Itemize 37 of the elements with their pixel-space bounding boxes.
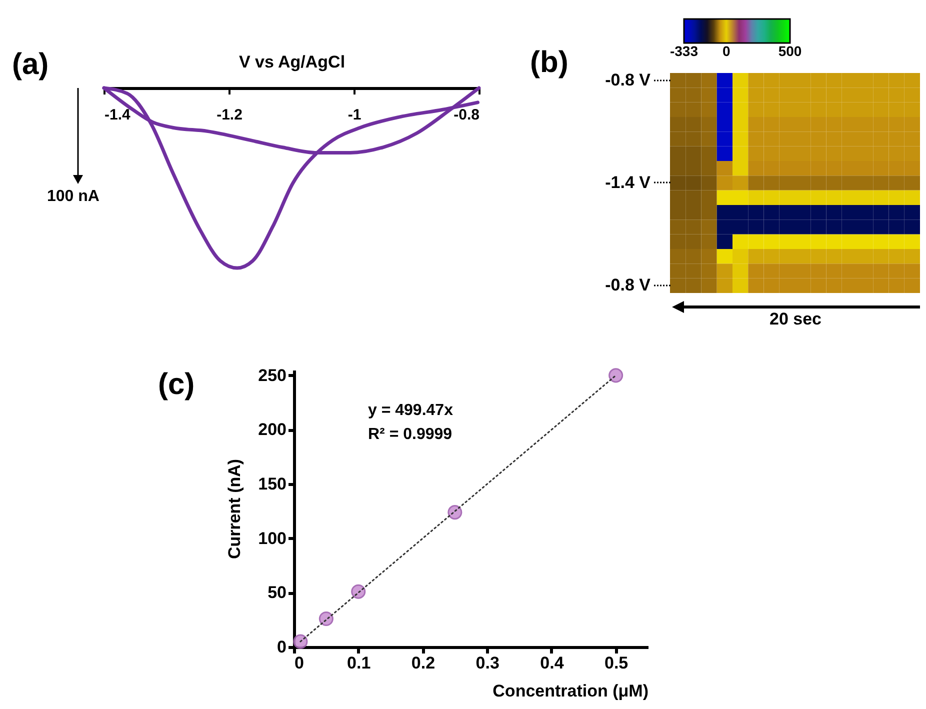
x-tick-label: -1: [348, 106, 362, 124]
x-tick-label: -0.8: [454, 106, 480, 124]
text: 100 nA: [47, 188, 100, 206]
x-axis-title: V vs Ag/AgCl: [238, 52, 346, 72]
x-tick-label: 0.3: [476, 654, 500, 672]
x-tick-label: -1.2: [216, 106, 242, 124]
color-bar-label: 500: [778, 43, 802, 59]
point: [293, 634, 308, 649]
y-tick-label: -1.4 V: [605, 173, 652, 192]
color-bar-label: 0: [722, 43, 730, 59]
chart-title: (b): [530, 46, 568, 80]
y-tick-label: -0.8 V: [605, 70, 652, 90]
annotation: R² = 0.9999: [368, 426, 452, 444]
x-tick-label: 0.2: [411, 654, 436, 672]
x-tick-label: 0.4: [540, 654, 564, 672]
y-tick-label: 150: [258, 474, 286, 494]
point: [448, 505, 462, 520]
point: [318, 612, 334, 626]
y-tick-label: 200: [258, 420, 286, 440]
y-tick-label: 50: [268, 583, 286, 602]
chart-title: (c): [158, 368, 195, 402]
point: [351, 584, 366, 599]
x-tick-label: -1.4: [104, 106, 132, 124]
annotation: y = 499.47x: [368, 402, 453, 420]
chart-title: (a): [12, 48, 49, 82]
y-tick-label: 100: [258, 528, 286, 548]
color-bar-label: -333: [670, 43, 698, 59]
y-tick-label: 250: [258, 366, 286, 385]
x-tick-label: 0.5: [604, 654, 628, 672]
x-axis-title: Concentration (μM): [492, 682, 648, 700]
x-tick-label: 0.1: [347, 654, 371, 672]
point: [608, 368, 624, 383]
x-tick-label: 0: [294, 654, 304, 672]
y-axis-title: Current (nA): [225, 458, 244, 560]
y-tick-label: 0: [277, 638, 286, 656]
x-axis-title: 20 sec: [770, 310, 822, 328]
y-tick-label: -0.8 V: [605, 276, 652, 295]
